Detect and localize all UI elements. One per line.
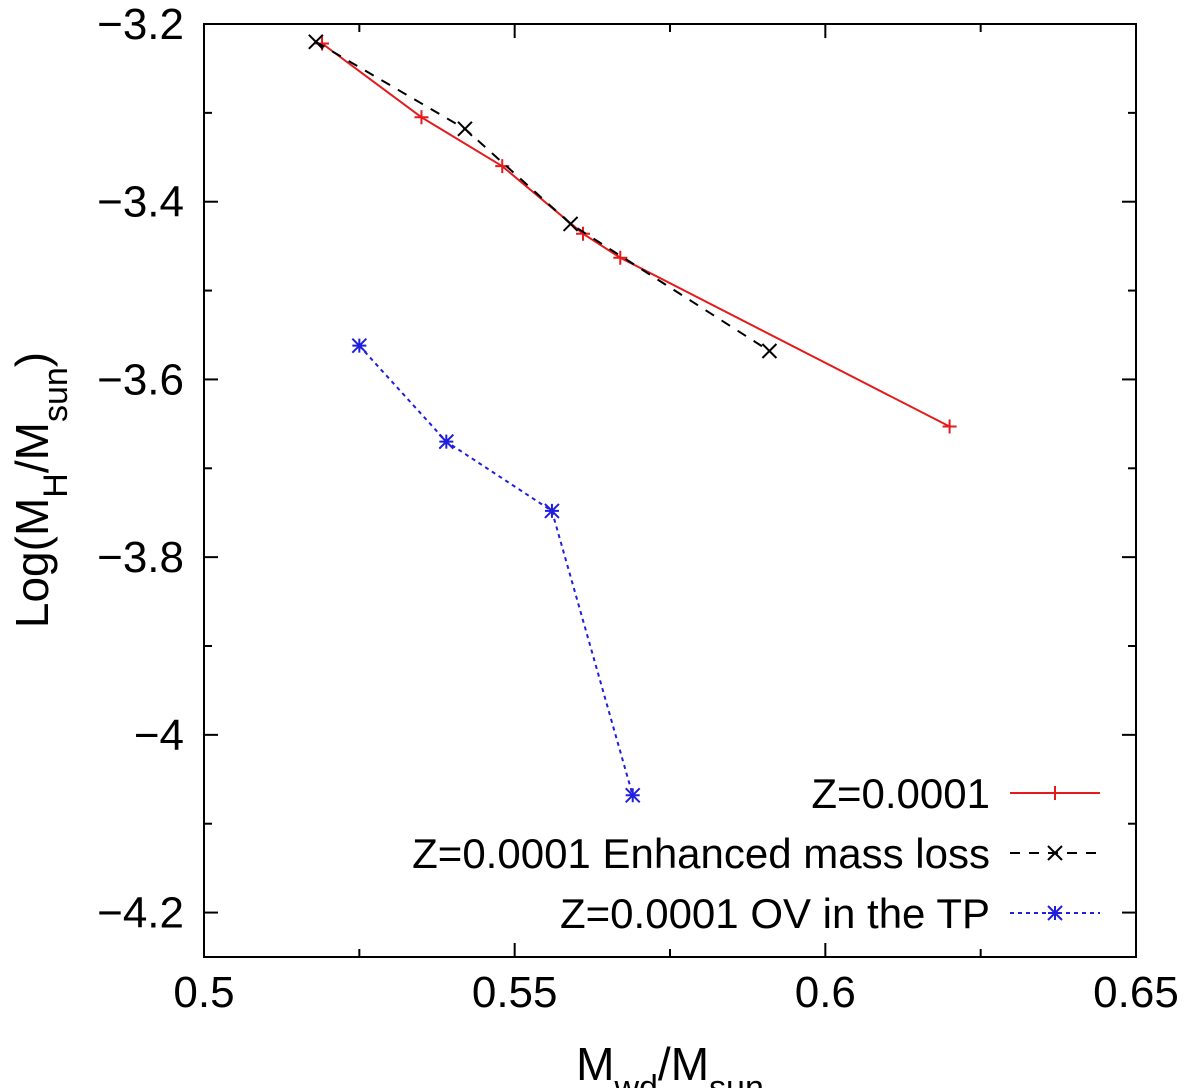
series-3	[351, 337, 641, 803]
legend-entry: Z=0.0001 Enhanced mass loss	[412, 830, 1100, 877]
data-point	[544, 503, 560, 519]
legend-marker	[1048, 786, 1062, 800]
y-tick-label: −4.2	[97, 889, 184, 938]
plot-frame	[203, 23, 1137, 958]
x-tick-label: 0.55	[472, 968, 558, 1017]
axis-ticks	[203, 23, 1137, 957]
series-line	[321, 42, 951, 428]
y-tick-labels: −3.2 −3.4 −3.6 −3.8 −4 −4.2	[97, 0, 184, 938]
legend: Z=0.0001 Z=0.0001 Enhanced mass loss Z=0.0…	[412, 770, 1100, 937]
legend-entry: Z=0.0001 OV in the TP	[560, 890, 1100, 937]
data-point	[761, 343, 778, 359]
series-2	[308, 34, 778, 359]
legend-marker	[1047, 905, 1063, 921]
series-layer	[308, 34, 957, 803]
data-point	[414, 110, 429, 125]
data-point	[576, 226, 591, 241]
data-point	[457, 121, 473, 137]
legend-label: Z=0.0001 Enhanced mass loss	[412, 830, 990, 877]
data-point	[438, 433, 455, 450]
data-point	[351, 337, 368, 354]
y-tick-label: −3.8	[97, 533, 184, 582]
legend-label: Z=0.0001 OV in the TP	[560, 890, 990, 937]
data-point	[625, 787, 641, 803]
legend-entry: Z=0.0001	[811, 770, 1100, 817]
legend-marker	[1047, 845, 1063, 861]
data-point	[613, 250, 628, 265]
series-line	[358, 345, 634, 796]
y-tick-label: −3.2	[97, 0, 184, 49]
legend-label: Z=0.0001	[811, 770, 990, 817]
y-axis-title: Log(MH/Msun)	[6, 352, 75, 628]
x-tick-labels: 0.5 0.55 0.6 0.65	[173, 968, 1178, 1017]
data-point	[562, 216, 579, 232]
data-point	[942, 419, 957, 434]
x-axis-title: Mwd/Msun	[576, 1038, 764, 1088]
data-point	[308, 34, 324, 50]
y-tick-label: −4	[134, 711, 184, 760]
x-tick-label: 0.5	[173, 968, 234, 1017]
series-1	[315, 36, 957, 434]
x-tick-label: 0.65	[1093, 968, 1179, 1017]
y-tick-label: −3.4	[97, 178, 184, 227]
y-tick-label: −3.6	[97, 355, 184, 404]
x-tick-label: 0.6	[795, 968, 856, 1017]
